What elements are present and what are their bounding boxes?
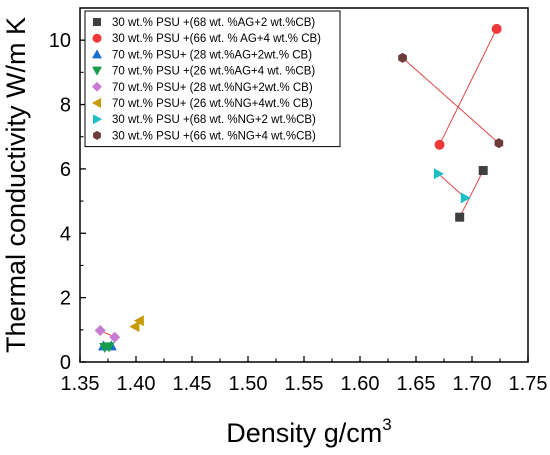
x-axis-title-superscript: 3 [382,415,391,434]
x-tick-label: 1.60 [341,373,380,395]
legend-label-3: 70 wt.% PSU+ (28 wt.%AG+2wt.% CB) [112,49,312,61]
y-tick-label: 2 [60,288,71,310]
data-point-s4-2 [103,342,115,353]
data-point-s1-2 [478,166,488,176]
series-line-8 [402,57,500,144]
y-tick-label: 6 [60,159,71,181]
x-axis-title: Density g/cm3 [226,415,392,448]
y-axis-title: Thermal conductivity W/m K [1,17,31,353]
x-tick-label: 1.65 [397,373,436,395]
legend-marker-5 [92,81,102,92]
legend-marker-1 [93,18,101,26]
series-layer [94,23,504,354]
x-tick-label: 1.55 [285,373,324,395]
legend-box [84,10,341,148]
x-tick-label: 1.40 [117,373,156,395]
legend-marker-8 [93,130,101,140]
data-point-s8-1 [398,52,407,63]
y-tick-label: 8 [60,95,71,117]
data-point-s1-1 [455,212,465,222]
axes: 1.35 1.40 1.45 1.50 1.55 1.60 1.65 1.70 1.75 0 2 4 6… [49,7,548,395]
x-tick-label: 1.75 [509,373,548,395]
x-tick-label: 1.50 [229,373,268,395]
data-point-s6-2 [133,315,144,327]
legend-marker-3 [92,49,102,59]
legend-label-6: 70 wt.% PSU+ (26 wt.%NG+4wt.% CB) [112,98,313,110]
data-point-s2-2 [491,23,502,34]
legend-marker-4 [92,66,102,76]
series-line-2 [439,28,498,146]
series-line-1 [459,170,484,218]
legend-marker-2 [92,33,102,43]
legend-label-7: 30 wt.% PSU +(68 wt. %NG+2 wt.%CB) [112,114,316,126]
y-tick-label: 10 [49,30,71,52]
legend-marker-7 [93,114,102,125]
data-point-s6-1 [129,321,140,333]
x-axis-title-text: Density g/cm [226,418,382,448]
x-tick-label: 1.45 [173,373,212,395]
data-point-s7-2 [460,192,471,204]
y-tick-label: 4 [60,223,71,245]
legend-label-5: 70 wt.% PSU+ (28 wt.%NG+2wt.% CB) [112,82,313,94]
data-point-s8-2 [494,138,504,149]
data-point-s5-2 [109,331,121,343]
x-tick-label: 1.70 [453,373,492,395]
data-point-s2-1 [434,139,445,150]
legend-label-4: 70 wt.% PSU +(26 wt.%AG+4 wt. %CB) [112,66,315,78]
data-point-s5-1 [94,324,106,336]
data-point-s7-1 [433,168,444,180]
legend-label-1: 30 wt.% PSU +(68 wt. %AG+2 wt.%CB) [112,17,315,29]
x-tick-label: 1.35 [61,373,100,395]
legend-label-8: 30 wt.% PSU +(66 wt. %NG+4 wt.%CB) [112,130,316,142]
legend-label-2: 30 wt.% PSU +(66 wt. % AG+4 wt.% CB) [112,33,321,45]
legend: 30 wt.% PSU +(68 wt. %AG+2 wt.%CB) 30 wt.… [84,10,341,148]
legend-marker-6 [92,98,101,108]
y-tick-label: 0 [60,352,71,374]
